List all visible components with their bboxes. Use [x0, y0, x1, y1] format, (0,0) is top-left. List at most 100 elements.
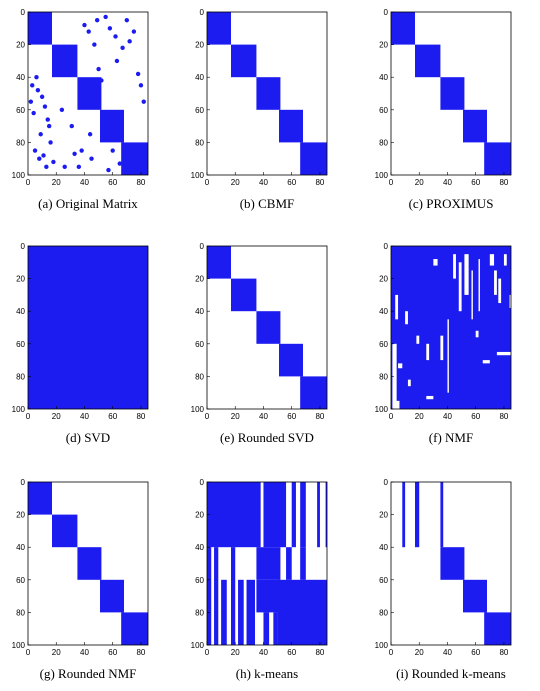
point [120, 45, 125, 51]
x-tick-label: 60 [287, 178, 296, 187]
y-tick-label: 20 [16, 41, 25, 50]
y-tick-label: 40 [16, 543, 25, 552]
y-tick-label: 60 [379, 106, 388, 115]
x-tick-label: 0 [205, 412, 210, 421]
block [238, 579, 244, 645]
block [221, 579, 227, 645]
block [77, 547, 102, 580]
x-tick-label: 0 [389, 648, 394, 657]
point [131, 29, 137, 34]
caption: (i) Rounded k-means [396, 666, 506, 681]
caption: (h) k-means [236, 666, 298, 681]
gap [464, 254, 469, 295]
point [32, 148, 38, 153]
point [37, 156, 42, 161]
gap [426, 343, 430, 361]
x-tick-label: 40 [259, 412, 268, 421]
gap [453, 254, 456, 279]
block [52, 44, 78, 78]
x-tick-label: 0 [205, 648, 210, 657]
y-tick-label: 40 [16, 307, 25, 316]
gap [482, 360, 490, 364]
point [82, 22, 87, 28]
gap [478, 259, 480, 312]
y-tick-label: 40 [379, 73, 388, 82]
x-tick-label: 20 [415, 648, 424, 657]
axes-frame [27, 11, 149, 176]
y-tick-label: 20 [379, 511, 388, 520]
y-tick-label: 80 [16, 372, 25, 381]
y-tick-label: 60 [16, 340, 25, 349]
y-tick-label: 40 [195, 307, 204, 316]
point [44, 164, 49, 170]
block [317, 482, 320, 548]
axes-frame [206, 481, 328, 646]
gap [405, 311, 408, 325]
y-tick-label: 60 [16, 106, 25, 115]
x-tick-label: 20 [231, 648, 240, 657]
block [279, 109, 303, 143]
point [59, 107, 65, 113]
block [207, 547, 212, 645]
y-tick-label: 0 [200, 8, 205, 17]
y-tick-label: 60 [195, 106, 204, 115]
point [35, 88, 41, 93]
x-tick-label: 0 [389, 178, 394, 187]
block [28, 12, 52, 45]
y-tick-label: 100 [375, 641, 389, 650]
block [231, 44, 257, 78]
x-tick-label: 40 [80, 412, 89, 421]
block [231, 547, 236, 645]
gap [392, 343, 397, 409]
gap [398, 363, 403, 369]
block [484, 142, 511, 175]
point [34, 75, 39, 80]
point [124, 17, 130, 23]
caption: (g) Rounded NMF [40, 666, 137, 681]
y-tick-label: 40 [379, 543, 388, 552]
block [300, 376, 327, 409]
caption: (a) Original Matrix [38, 196, 138, 211]
block [207, 12, 231, 45]
x-tick-label: 40 [443, 412, 452, 421]
x-tick-label: 0 [26, 412, 31, 421]
axes-frame [390, 11, 512, 176]
block [402, 482, 406, 548]
y-tick-label: 20 [195, 511, 204, 520]
gap [447, 319, 449, 393]
caption: (c) PROXIMUS [409, 196, 494, 211]
point [62, 164, 67, 170]
block [246, 579, 255, 645]
point [87, 132, 93, 137]
point [61, 66, 66, 72]
block [415, 482, 420, 548]
block [391, 246, 511, 409]
y-tick-label: 100 [191, 405, 205, 414]
gap [426, 395, 434, 400]
block [214, 547, 219, 645]
block [263, 612, 270, 645]
block [207, 246, 231, 279]
x-tick-label: 40 [443, 178, 452, 187]
point [103, 14, 108, 20]
y-tick-label: 60 [379, 576, 388, 585]
gap [407, 379, 411, 387]
gap [509, 294, 511, 308]
block [256, 311, 281, 344]
x-tick-label: 0 [389, 412, 394, 421]
x-tick-label: 20 [231, 412, 240, 421]
point [41, 153, 46, 158]
x-tick-label: 60 [108, 648, 117, 657]
gap [498, 278, 502, 304]
y-tick-label: 80 [379, 138, 388, 147]
y-tick-label: 80 [379, 608, 388, 617]
point [65, 55, 70, 60]
point [31, 110, 36, 116]
y-tick-label: 20 [379, 41, 388, 50]
block [440, 547, 465, 580]
caption: (f) NMF [429, 430, 473, 445]
block [207, 482, 261, 548]
x-tick-label: 20 [52, 178, 61, 187]
block [256, 579, 281, 613]
